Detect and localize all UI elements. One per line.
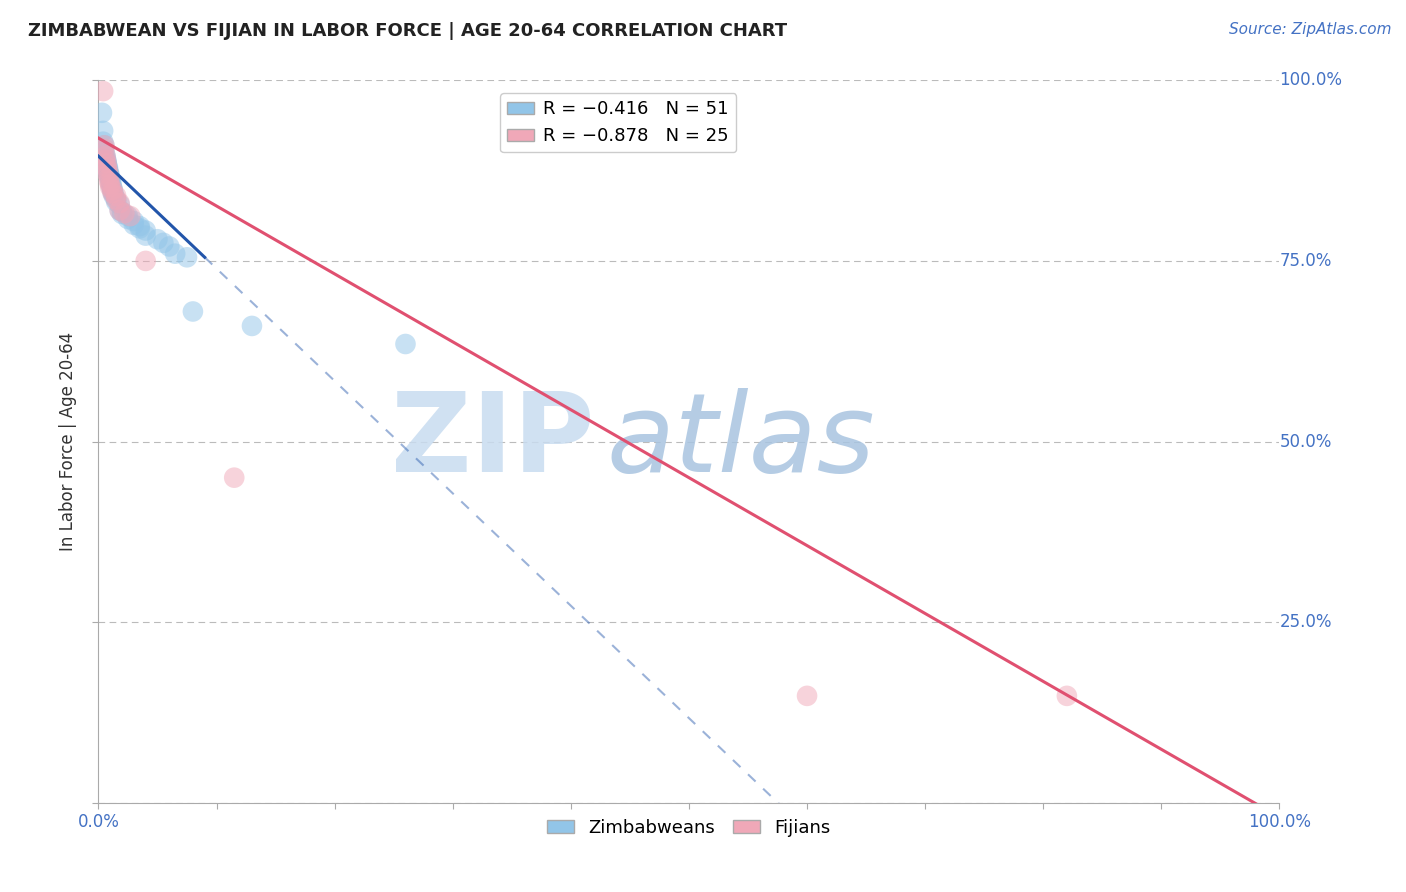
Text: atlas: atlas (606, 388, 875, 495)
Point (101, 182, 124, 196)
Point (796, 689, 818, 703)
Point (98, 174, 121, 188)
Point (94, 153, 117, 167)
Point (112, 206, 135, 220)
Point (94, 149, 117, 163)
Text: 75.0%: 75.0% (1279, 252, 1331, 270)
Point (98, 166, 121, 180)
Point (108, 196, 131, 211)
Point (157, 239, 180, 253)
Point (100, 178, 122, 192)
Point (101, 183, 124, 197)
Point (100, 176, 122, 190)
Point (101, 186, 124, 200)
Point (93, 138, 115, 153)
Point (146, 232, 169, 246)
Point (128, 221, 150, 235)
Y-axis label: In Labor Force | Age 20-64: In Labor Force | Age 20-64 (59, 332, 77, 551)
Point (93, 145, 115, 160)
Point (98, 174, 121, 188)
Point (105, 193, 128, 207)
Point (101, 186, 124, 200)
Point (96, 156, 118, 170)
Point (224, 470, 246, 484)
Text: ZIP: ZIP (391, 388, 595, 495)
Point (152, 235, 174, 250)
Point (91, 135, 114, 149)
Point (93, 142, 115, 156)
Point (97, 163, 120, 178)
Point (94, 149, 117, 163)
Point (108, 197, 131, 211)
Point (93, 138, 115, 153)
Point (240, 318, 263, 333)
Point (91, 105, 114, 120)
Point (97, 160, 120, 174)
Point (97, 161, 120, 176)
Point (111, 204, 134, 219)
Point (135, 228, 157, 243)
Point (135, 253, 157, 268)
Point (98, 170, 121, 185)
Point (94, 151, 117, 165)
Point (103, 186, 125, 201)
Point (176, 250, 198, 264)
Point (98, 169, 121, 183)
Point (181, 304, 204, 318)
Point (103, 189, 125, 203)
Point (101, 183, 124, 197)
Point (94, 153, 117, 168)
Point (98, 172, 121, 186)
Point (120, 209, 142, 223)
Point (97, 163, 120, 178)
Point (98, 170, 121, 185)
Point (108, 203, 131, 218)
Point (91, 84, 114, 98)
Text: ZIMBABWEAN VS FIJIAN IN LABOR FORCE | AGE 20-64 CORRELATION CHART: ZIMBABWEAN VS FIJIAN IN LABOR FORCE | AG… (28, 22, 787, 40)
Text: 50.0%: 50.0% (1279, 433, 1331, 450)
Point (105, 194, 128, 209)
Point (96, 156, 118, 170)
Point (394, 337, 416, 351)
Point (111, 207, 134, 221)
Point (122, 214, 145, 228)
Point (117, 212, 139, 227)
Point (96, 154, 118, 169)
Point (98, 178, 121, 192)
Point (165, 246, 187, 260)
Point (96, 159, 118, 173)
Point (91, 124, 114, 138)
Point (96, 160, 118, 174)
Point (117, 209, 139, 223)
Point (97, 167, 120, 181)
Point (122, 218, 145, 232)
Point (93, 142, 115, 156)
Point (98, 167, 121, 181)
Point (128, 219, 150, 234)
Point (98, 180, 121, 194)
Text: Source: ZipAtlas.com: Source: ZipAtlas.com (1229, 22, 1392, 37)
Point (100, 180, 122, 194)
Point (105, 193, 128, 207)
Text: 100.0%: 100.0% (1279, 71, 1343, 89)
Legend: Zimbabweans, Fijians: Zimbabweans, Fijians (540, 812, 838, 845)
Point (108, 203, 131, 218)
Point (135, 223, 157, 237)
Point (1056, 689, 1078, 703)
Text: 25.0%: 25.0% (1279, 613, 1331, 632)
Point (105, 189, 128, 203)
